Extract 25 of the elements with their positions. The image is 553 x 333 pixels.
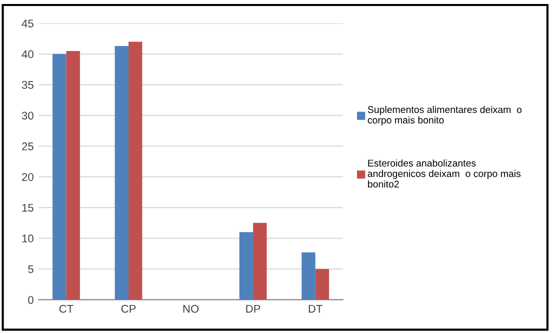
y-tick-label: 35	[22, 80, 34, 89]
bar	[253, 222, 267, 300]
bar	[302, 252, 316, 300]
y-tick-label: 30	[22, 112, 34, 120]
x-tick-label: DT	[308, 304, 322, 313]
y-tick-label: 40	[22, 50, 34, 58]
y-tick-label: 15	[22, 204, 34, 212]
legend-label: Esteroides anabolizantes androgenicos deixam o corpo mais bonito2	[368, 159, 521, 188]
x-tick-label: CP	[121, 304, 136, 313]
bar	[114, 46, 129, 300]
y-tick-label: 0	[28, 296, 34, 304]
x-tick-label: NO	[183, 304, 199, 313]
bar	[52, 54, 66, 300]
y-tick-label: 10	[22, 234, 34, 242]
x-tick-label: DP	[246, 304, 260, 313]
y-tick-label: 45	[22, 20, 34, 28]
y-tick-label: 5	[28, 265, 34, 274]
bar	[128, 42, 142, 300]
legend-label: Suplementos alimentares deixam o corpo mais bonito	[368, 106, 522, 126]
bar	[239, 232, 254, 300]
bar	[315, 268, 330, 300]
y-tick-label: 25	[22, 142, 34, 150]
bar	[66, 50, 80, 300]
x-tick-label: CT	[59, 304, 74, 313]
y-tick-label: 20	[22, 173, 34, 181]
